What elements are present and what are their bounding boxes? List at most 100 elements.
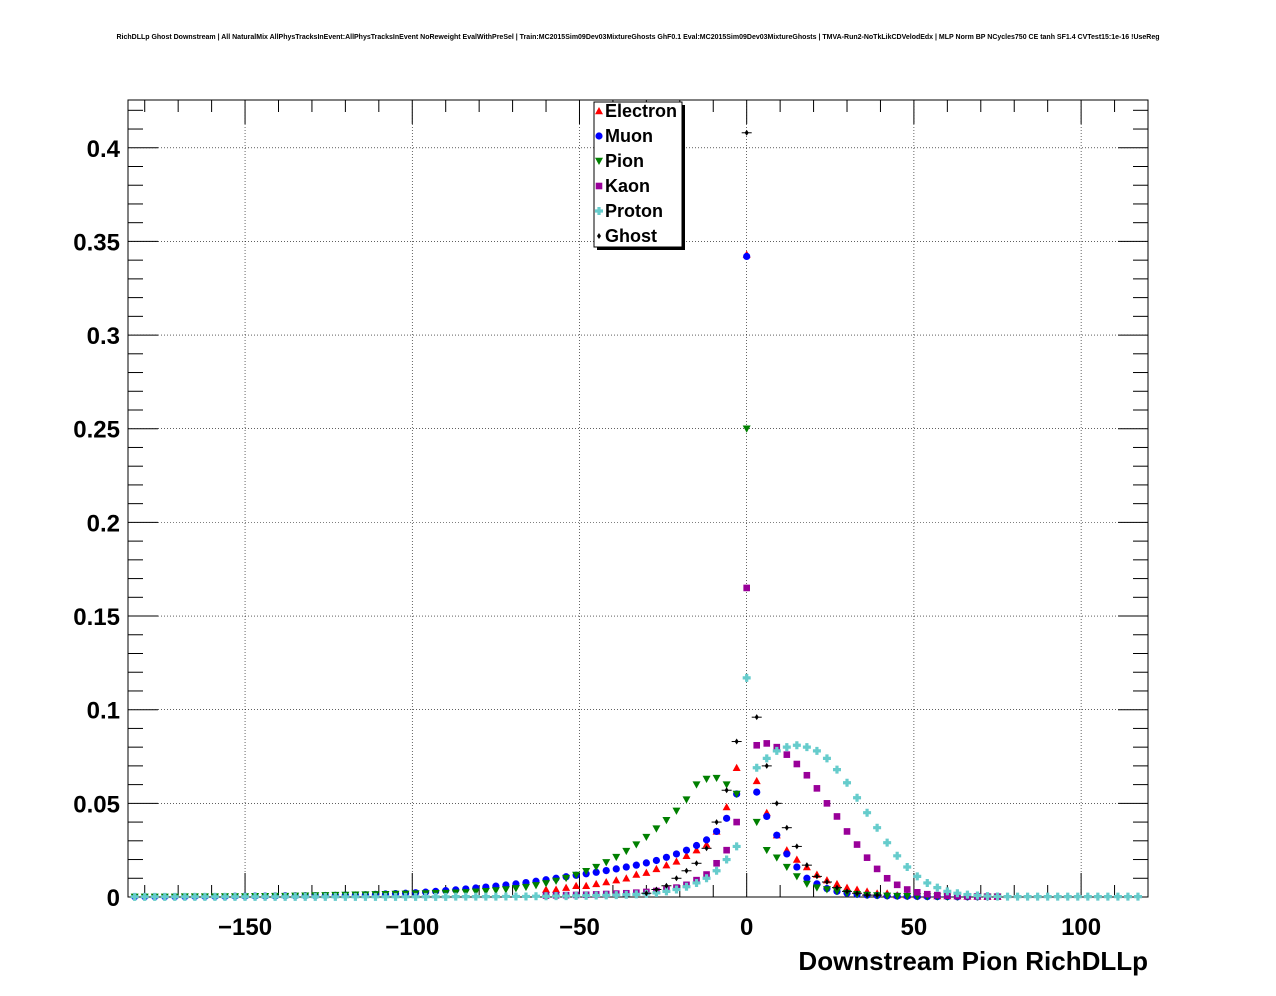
data-point [803, 874, 811, 882]
data-point [582, 891, 591, 900]
data-point [572, 871, 581, 879]
data-point [833, 813, 841, 820]
data-point [803, 771, 811, 779]
data-point [491, 892, 500, 901]
series-pion [130, 425, 1002, 901]
data-point [1073, 892, 1082, 901]
data-point [742, 673, 751, 682]
data-point [471, 888, 480, 896]
data-point [632, 890, 641, 899]
data-point [552, 877, 561, 885]
data-point [682, 796, 691, 804]
data-point [843, 828, 851, 835]
plot-frame [127, 99, 1149, 898]
data-point [903, 863, 912, 872]
legend-box [593, 101, 683, 248]
legend-marker-muon [595, 132, 603, 140]
data-point [782, 863, 791, 872]
data-point [893, 851, 902, 860]
data-point [763, 812, 771, 821]
data-point [944, 892, 951, 899]
data-point [784, 824, 789, 831]
y-tick-labels: 0 0.05 0.1 0.15 0.2 0.25 0.3 0.35 0.4 [73, 136, 120, 912]
data-point [1083, 892, 1092, 901]
data-point [732, 763, 741, 771]
data-point [1033, 892, 1042, 901]
data-point [170, 892, 179, 901]
data-point [843, 778, 852, 787]
data-point [832, 879, 841, 888]
data-point [652, 825, 661, 833]
data-point [734, 738, 739, 745]
data-point [622, 874, 631, 882]
axis-ticks [128, 100, 1149, 898]
data-point [853, 793, 862, 802]
data-point [572, 881, 581, 889]
data-point [592, 868, 600, 876]
data-point [723, 814, 731, 822]
x-axis-title: Downstream Pion RichDLLp [798, 946, 1148, 976]
data-point [532, 882, 540, 890]
data-point [804, 862, 809, 869]
data-point [511, 885, 520, 893]
data-point [752, 818, 761, 827]
data-point [672, 850, 681, 858]
data-point [762, 754, 771, 763]
data-point [1093, 892, 1102, 901]
x-tick-label: 100 [1061, 914, 1101, 941]
data-point [612, 891, 621, 900]
data-point [612, 853, 621, 862]
legend-label-electron: Electron [605, 101, 677, 121]
data-point [684, 867, 689, 874]
data-point [231, 892, 240, 901]
data-point [933, 883, 942, 892]
data-point [311, 892, 320, 901]
data-point [150, 892, 159, 901]
data-point [612, 876, 621, 884]
data-point [592, 891, 601, 900]
x-tick-label: 0 [740, 914, 753, 941]
data-point [834, 884, 839, 891]
data-point [752, 776, 761, 785]
data-point [865, 892, 870, 899]
data-point [542, 885, 551, 893]
data-point [642, 859, 650, 867]
data-point [762, 846, 771, 855]
data-point [913, 872, 922, 881]
data-point [572, 891, 581, 900]
legend-marker-electron [595, 107, 603, 115]
data-point [913, 889, 921, 896]
data-point [875, 892, 880, 899]
data-point [1123, 892, 1132, 901]
data-point [764, 762, 769, 769]
legend-marker-proton [595, 207, 603, 215]
data-point [130, 892, 139, 901]
data-point [722, 855, 731, 864]
data-point [694, 860, 699, 867]
data-point [471, 892, 480, 901]
data-point [672, 885, 681, 894]
data-point [1023, 892, 1032, 901]
data-point [682, 846, 691, 854]
data-point [682, 882, 691, 891]
data-point [664, 882, 669, 889]
data-point [361, 892, 370, 901]
data-point [704, 845, 709, 852]
x-tick-label: −150 [218, 914, 272, 941]
data-point [642, 833, 651, 842]
data-point [602, 866, 610, 875]
data-point [461, 892, 470, 901]
legend-label-ghost: Ghost [605, 226, 657, 246]
legend-marker-pion [595, 157, 603, 165]
data-point [793, 863, 801, 871]
data-point [241, 892, 250, 901]
data-point [722, 781, 731, 789]
data-point [582, 867, 591, 876]
data-point [883, 838, 892, 847]
data-point [843, 883, 852, 891]
data-point [1003, 892, 1012, 901]
data-point [662, 853, 671, 861]
data-point [753, 788, 761, 796]
data-point [743, 584, 750, 592]
